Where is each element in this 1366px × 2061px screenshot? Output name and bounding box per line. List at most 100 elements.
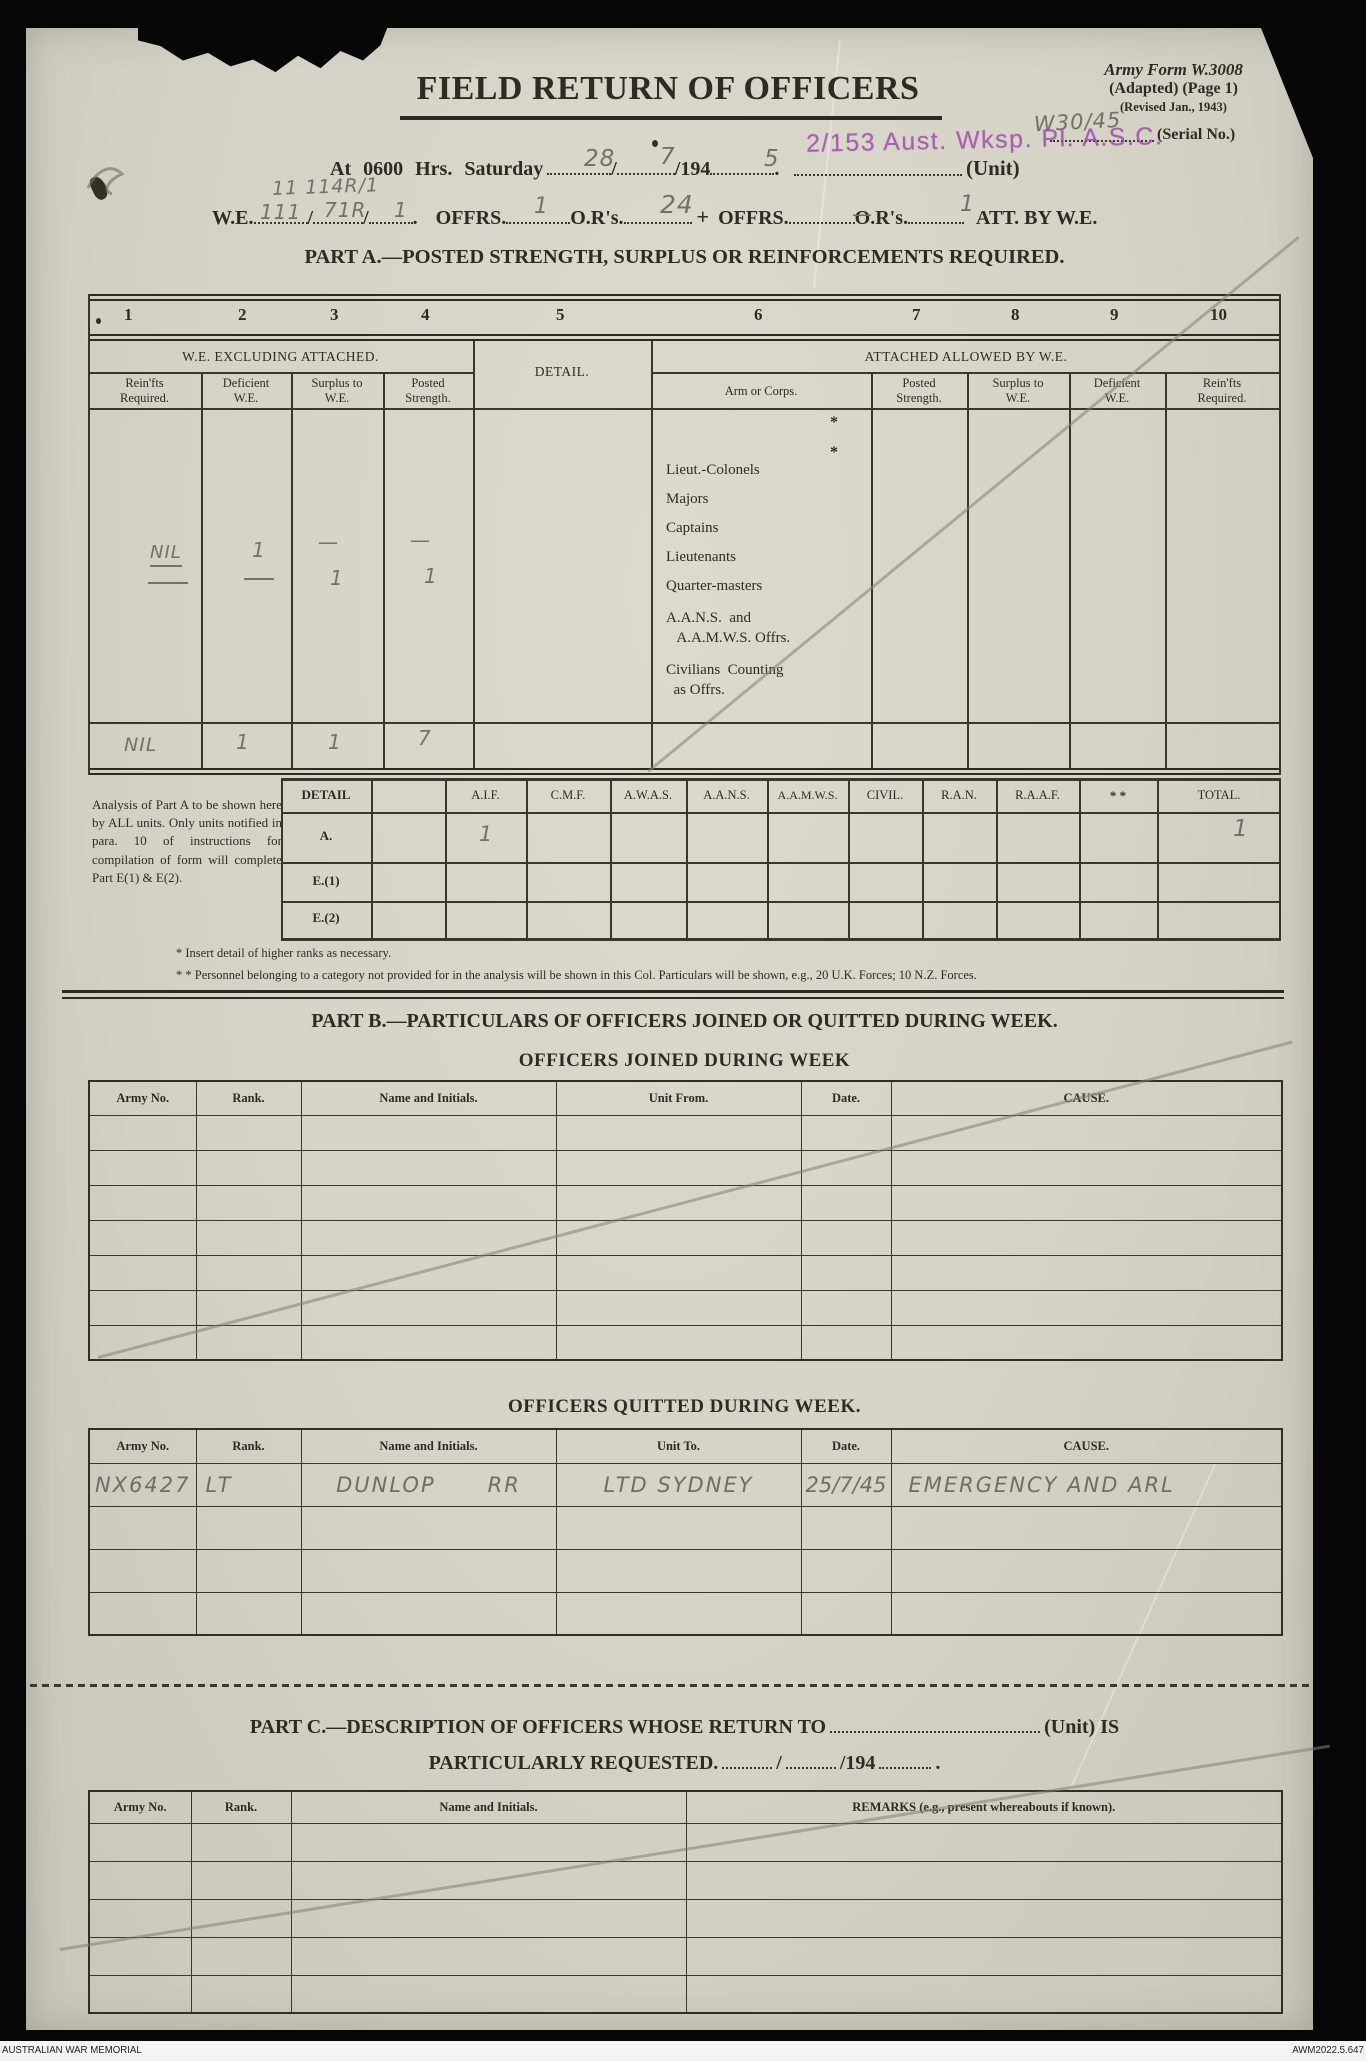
offrs1-label: OFFRS. (435, 207, 507, 229)
analysis-col-ran: R.A.N. (941, 788, 977, 802)
quitted-empty-row (88, 1591, 1283, 1636)
empty-cell (290, 1974, 687, 2014)
col-number-10: 10 (1210, 305, 1227, 324)
empty-cell (195, 1184, 302, 1221)
empty-cell (88, 1289, 197, 1326)
entry-underline (244, 578, 274, 580)
empty-cell (800, 1149, 892, 1186)
analysis-col-cmf: C.M.F. (550, 788, 586, 802)
joined-col-army-no: Army No. (88, 1080, 197, 1116)
empty-cell (300, 1219, 557, 1256)
empty-cell (800, 1219, 892, 1256)
rule (848, 778, 850, 940)
rule (1279, 778, 1281, 940)
empty-cell (300, 1254, 557, 1291)
analysis-col-aans: A.A.N.S. (703, 788, 750, 802)
entry-posted-dash: — (410, 528, 431, 552)
subheader-posted-strength: Posted Strength. (405, 376, 451, 405)
part-c-table: Army No. Rank. Name and Initials. REMARK… (88, 1790, 1283, 2014)
rule (1157, 778, 1159, 940)
offrs2-label: OFFRS. (718, 207, 789, 229)
empty-cell (195, 1289, 302, 1326)
rank-majors: Majors (666, 491, 709, 507)
analysis-row-a-label: A. (319, 828, 333, 843)
part-c-empty-row (88, 1822, 1283, 1862)
part-c-slash: / (776, 1752, 782, 1774)
empty-cell (800, 1324, 892, 1361)
empty-cell (88, 1860, 192, 1900)
entry-underline (148, 582, 188, 584)
empty-cell (890, 1254, 1283, 1291)
rule (291, 372, 293, 768)
joined-empty-row (88, 1114, 1283, 1151)
archive-footer-bar: AUSTRALIAN WAR MEMORIAL AWM2022.5.647 (0, 2041, 1366, 2061)
quitted-col-name: Name and Initials. (300, 1428, 557, 1464)
analysis-col-raaf: R.A.A.F. (1015, 788, 1060, 802)
we-leader-3 (368, 212, 413, 224)
entry-surplus: 1 (330, 566, 344, 590)
analysis-col-aamws: A.A.M.W.S. (777, 788, 838, 802)
offrs1-handwritten: 1 (534, 194, 549, 219)
part-c-month-leader (785, 1757, 836, 1769)
quitted-col-army-no: Army No. (88, 1428, 197, 1464)
empty-cell (300, 1184, 557, 1221)
empty-cell (88, 1505, 197, 1550)
joined-empty-row (88, 1219, 1283, 1256)
joined-header-row: Army No. Rank. Name and Initials. Unit F… (88, 1080, 1283, 1116)
analysis-col-aif: A.I.F. (471, 788, 500, 802)
rule (767, 778, 769, 940)
part-c-empty-row (88, 1898, 1283, 1938)
empty-cell (890, 1114, 1283, 1151)
rule (88, 294, 1281, 301)
empty-cell (290, 1860, 687, 1900)
rule (651, 372, 1281, 374)
rule (88, 334, 1281, 341)
higher-rank-asterisk: * (830, 444, 838, 461)
officers-quitted-table: Army No. Rank. Name and Initials. Unit T… (88, 1428, 1283, 1636)
empty-cell (800, 1254, 892, 1291)
part-c-col-army-no: Army No. (88, 1790, 192, 1824)
entry-deficient: 1 (252, 538, 266, 562)
quitted-name: DUNLOP RR (300, 1462, 557, 1507)
empty-cell (890, 1548, 1283, 1593)
quitted-col-cause: CAUSE. (890, 1428, 1283, 1464)
rule (88, 408, 1281, 410)
date-line: At 0600 Hrs. Saturday / /194. 28 7 5 (330, 144, 779, 192)
quitted-entry-row: NX6427 LT DUNLOP RR LTD SYDNEY 25/7/45 E… (88, 1462, 1283, 1507)
offrs2-leader (788, 212, 855, 224)
joined-empty-row (88, 1289, 1283, 1326)
rule (967, 372, 969, 768)
empty-cell (190, 1974, 292, 2014)
empty-cell (88, 1149, 197, 1186)
total-reinfts-nil: NIL (124, 734, 158, 756)
rule (1069, 372, 1071, 768)
ors2-leader (908, 212, 964, 224)
rule (281, 938, 1281, 941)
empty-cell (800, 1289, 892, 1326)
empty-cell (555, 1219, 802, 1256)
rank-lieutenants: Lieutenants (666, 549, 736, 565)
we-annotation-handwritten: 11 114R/1 (271, 174, 380, 200)
col-number-1: 1 (124, 305, 133, 324)
empty-cell (555, 1149, 802, 1186)
date-slash: / (611, 158, 617, 180)
quitted-table-title: OFFICERS QUITTED DURING WEEK. (507, 1396, 862, 1417)
rule (526, 778, 528, 940)
rank-lieut-colonels: Lieut.-Colonels (666, 462, 760, 478)
joined-table-title: OFFICERS JOINED DURING WEEK (518, 1050, 851, 1071)
empty-cell (890, 1184, 1283, 1221)
empty-cell (800, 1505, 892, 1550)
analysis-col-civil: CIVIL. (866, 788, 904, 802)
page-title: FIELD RETURN OF OFFICERS (416, 70, 920, 107)
empty-cell (88, 1184, 197, 1221)
detail-column-header: DETAIL. (534, 364, 590, 379)
rule (281, 778, 283, 940)
empty-cell (88, 1324, 197, 1361)
handwritten-unit-to: LTD SYDNEY (603, 1472, 754, 1497)
analysis-a-aif-value: 1 (479, 822, 494, 846)
analysis-table: DETAIL A.I.F. C.M.F. A.W.A.S. A.A.N.S. A… (281, 778, 1281, 941)
handwritten-cause: EMERGENCY AND ARL (908, 1472, 1175, 1497)
we-period: . (412, 207, 418, 229)
rank-quarter-masters: Quarter-masters (666, 578, 763, 594)
empty-cell (890, 1219, 1283, 1256)
